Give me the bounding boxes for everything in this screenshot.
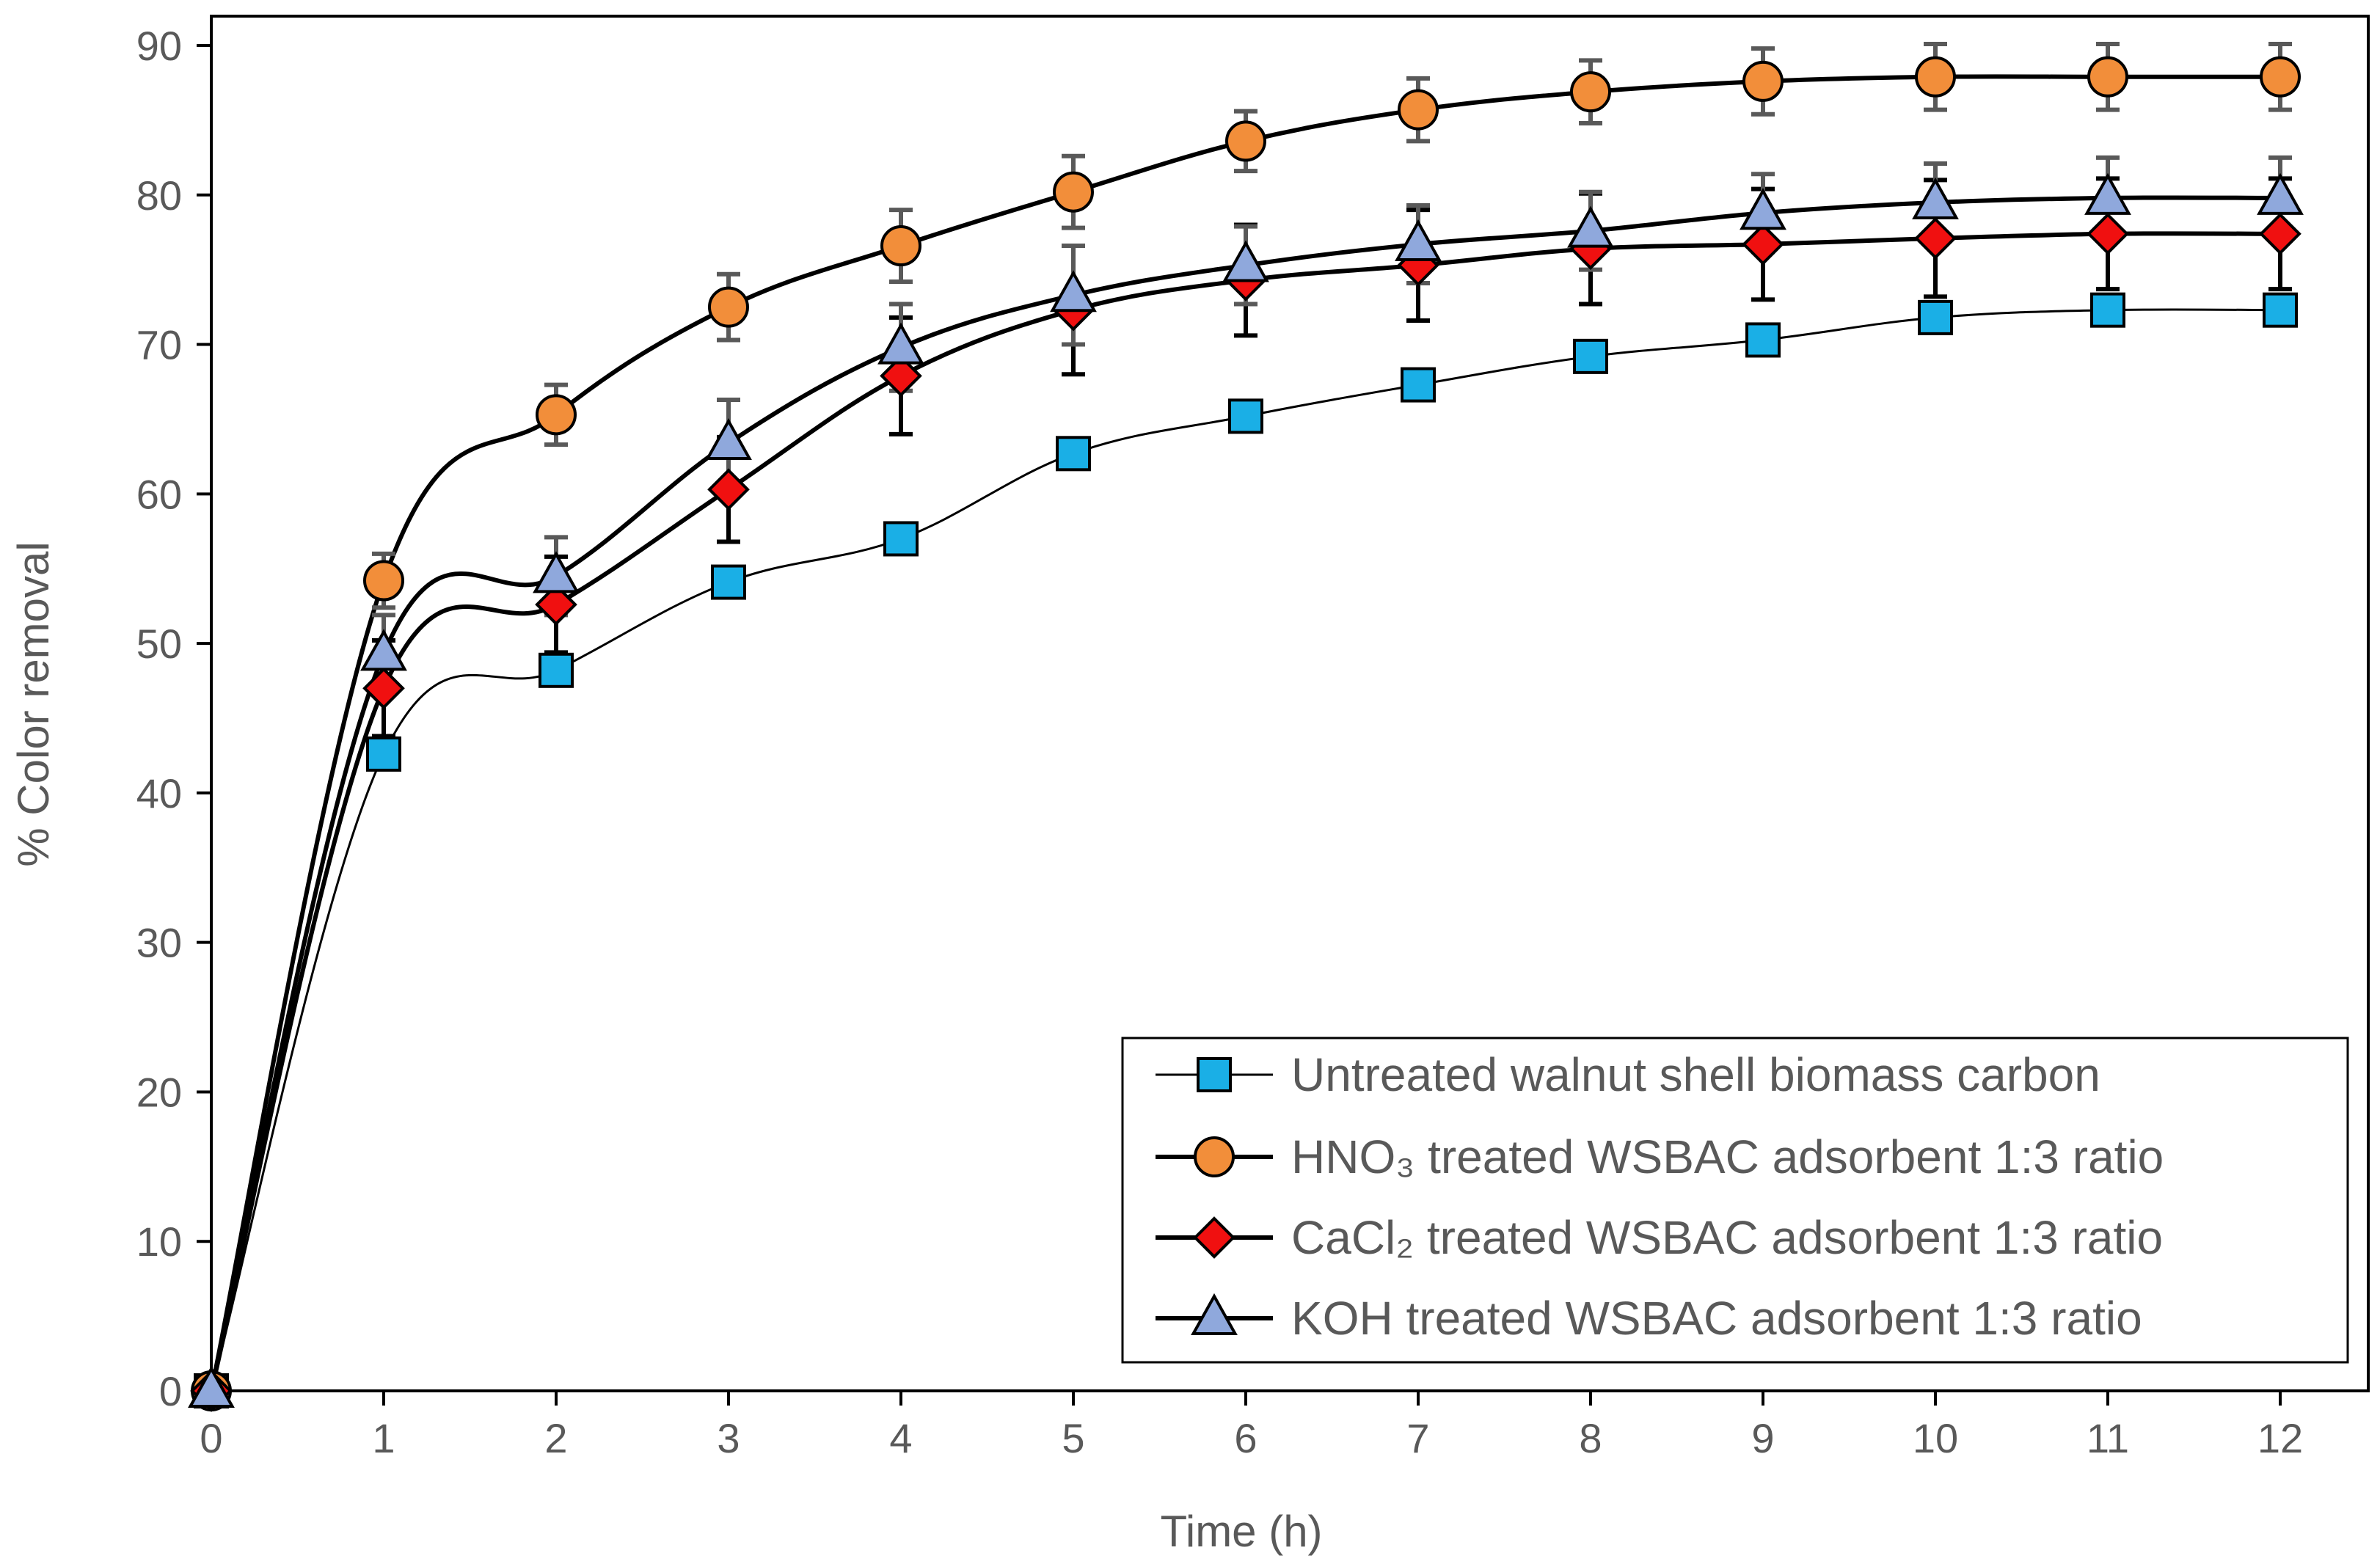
data-point-s3-x4 — [880, 354, 922, 398]
x-tick-label-2: 2 — [544, 1415, 567, 1461]
data-point-s2-x2 — [536, 394, 577, 436]
legend-box — [1121, 1037, 2349, 1364]
y-tick-label-70: 70 — [136, 322, 182, 368]
data-point-s3-x9 — [1742, 223, 1784, 266]
data-point-s1-x8 — [1573, 338, 1608, 374]
data-point-s1-x2 — [539, 652, 574, 688]
data-point-s4-x12 — [2257, 172, 2304, 215]
data-point-s1-x1 — [366, 736, 401, 772]
x-tick-label-8: 8 — [1579, 1415, 1602, 1461]
series-lines — [209, 74, 2281, 1392]
y-tick-label-80: 80 — [136, 172, 182, 219]
data-point-s4-x4 — [877, 322, 924, 365]
legend-label-1: Untreated walnut shell biomass carbon — [1291, 1048, 2100, 1101]
data-point-s4-x5 — [1050, 270, 1097, 313]
data-point-s4-x2 — [533, 551, 580, 593]
data-point-s2-x10 — [1915, 56, 1956, 98]
y-tick-label-50: 50 — [136, 621, 182, 667]
series-line-2 — [209, 74, 2281, 1392]
data-point-s1-x5 — [1056, 436, 1091, 472]
data-point-s3-x3 — [707, 468, 750, 511]
data-point-s4-x1 — [360, 629, 407, 671]
data-point-s4-x8 — [1567, 205, 1614, 248]
x-tick-label-12: 12 — [2257, 1415, 2303, 1461]
x-tick-label-7: 7 — [1406, 1415, 1429, 1461]
legend: Untreated walnut shell biomass carbon HNO… — [1121, 1037, 2349, 1364]
data-point-s2-x6 — [1225, 120, 1266, 162]
data-point-s2-x11 — [2087, 56, 2128, 98]
data-point-s4-x11 — [2084, 172, 2131, 215]
data-point-s4-x9 — [1740, 188, 1786, 230]
data-point-s3-x11 — [2087, 212, 2129, 255]
x-tick-label-10: 10 — [1913, 1415, 1958, 1461]
x-tick-label-6: 6 — [1234, 1415, 1257, 1461]
legend-marker-1 — [1197, 1057, 1232, 1092]
y-tick-label-90: 90 — [136, 23, 182, 69]
data-point-s2-x12 — [2260, 56, 2301, 98]
data-point-s3-x1 — [362, 667, 405, 710]
data-point-s2-x4 — [880, 225, 921, 267]
legend-label-4: KOH treated WSBAC adsorbent 1:3 ratio — [1291, 1292, 2142, 1345]
data-point-s1-x4 — [883, 521, 919, 557]
x-tick-label-9: 9 — [1751, 1415, 1774, 1461]
data-point-s4-x3 — [705, 417, 752, 461]
y-tick-label-10: 10 — [136, 1218, 182, 1265]
y-tick-label-40: 40 — [136, 770, 182, 816]
data-point-s4-x6 — [1222, 240, 1269, 282]
data-point-s3-x2 — [535, 583, 577, 626]
data-point-s1-x10 — [1918, 299, 1953, 335]
data-point-s3-x10 — [1914, 217, 1957, 260]
data-point-s2-x3 — [708, 286, 749, 328]
series-markers — [188, 56, 2304, 1412]
data-point-s2-x9 — [1742, 60, 1784, 102]
legend-label-3: CaCl₂ treated WSBAC adsorbent 1:3 ratio — [1291, 1211, 2163, 1264]
legend-label-2: HNO₃ treated WSBAC adsorbent 1:3 ratio — [1291, 1130, 2164, 1183]
x-tick-label-3: 3 — [717, 1415, 740, 1461]
series-line-1 — [210, 308, 2281, 1392]
x-tick-label-1: 1 — [372, 1415, 395, 1461]
data-point-s1-x9 — [1745, 322, 1781, 358]
data-point-s1-x7 — [1401, 367, 1436, 403]
x-tick-label-4: 4 — [889, 1415, 912, 1461]
data-point-s1-x11 — [2090, 292, 2125, 328]
data-point-s4-x7 — [1395, 219, 1442, 262]
y-tick-label-0: 0 — [159, 1368, 182, 1414]
data-point-s1-x12 — [2263, 292, 2298, 328]
y-tick-label-30: 30 — [136, 920, 182, 966]
data-point-s2-x1 — [363, 560, 404, 602]
legend-marker-4 — [1191, 1293, 1238, 1335]
series-line-4 — [209, 195, 2281, 1392]
data-point-s4-x10 — [1912, 177, 1959, 219]
x-tick-label-5: 5 — [1062, 1415, 1084, 1461]
data-point-s2-x8 — [1570, 71, 1611, 113]
data-point-s3-x12 — [2259, 212, 2301, 255]
legend-marker-3 — [1193, 1216, 1235, 1259]
y-tick-label-60: 60 — [136, 471, 182, 517]
data-point-s1-x6 — [1228, 398, 1263, 434]
x-tick-label-11: 11 — [2087, 1415, 2129, 1461]
y-tick-label-20: 20 — [136, 1069, 182, 1115]
data-point-s1-x3 — [711, 564, 746, 600]
x-tick-label-0: 0 — [200, 1415, 222, 1461]
data-point-s2-x7 — [1398, 89, 1439, 131]
series-line-3 — [209, 231, 2281, 1392]
legend-marker-2 — [1194, 1136, 1235, 1177]
data-point-s4-x0 — [188, 1365, 235, 1408]
x-axis-title: Time (h) — [1160, 1507, 1322, 1556]
y-axis-title: % Color removal — [9, 541, 58, 866]
data-point-s2-x5 — [1053, 171, 1094, 213]
